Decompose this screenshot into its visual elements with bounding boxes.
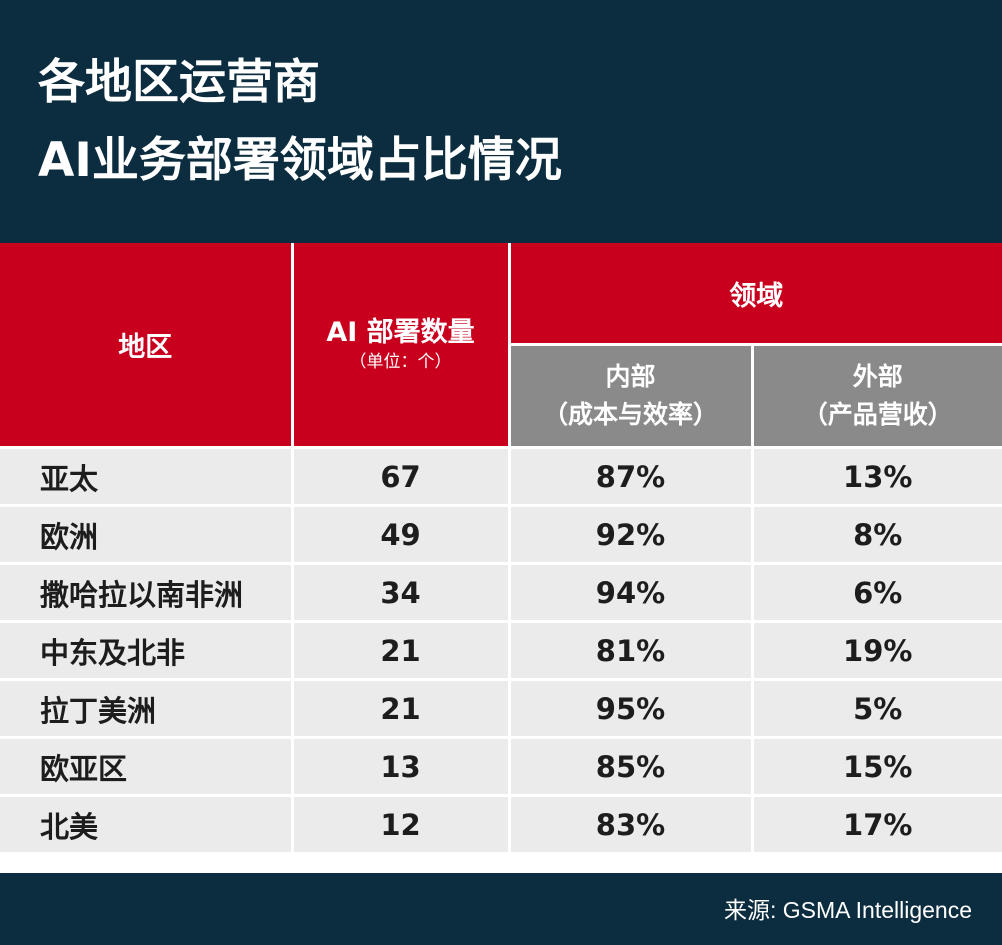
table-row: 撒哈拉以南非洲 34 94% 6% [0, 563, 1002, 623]
count-cell: 21 [292, 621, 511, 681]
table-row: 中东及北非 21 81% 19% [0, 621, 1002, 681]
count-cell: 12 [292, 795, 511, 855]
external-cell: 8% [752, 505, 1002, 565]
internal-cell: 85% [509, 737, 754, 797]
table-row: 北美 12 83% 17% [0, 795, 1002, 855]
header-internal-line2: （成本与效率） [542, 400, 718, 429]
region-cell: 中东及北非 [0, 621, 294, 681]
external-cell: 5% [752, 679, 1002, 739]
region-cell: 亚太 [0, 447, 294, 507]
header-external-line2: （产品营收） [802, 400, 953, 429]
external-cell: 13% [752, 447, 1002, 507]
count-cell: 13 [292, 737, 511, 797]
header-internal-line1: 内部 [605, 362, 656, 391]
header-external: 外部 （产品营收） [752, 344, 1002, 449]
count-cell: 67 [292, 447, 511, 507]
data-table: 地区 AI 部署数量 （单位：个） 领域 内部 （成本与效率） 外部 （产品营收… [0, 243, 1002, 855]
region-cell: 欧洲 [0, 505, 294, 565]
table-body: 亚太 67 87% 13% 欧洲 49 92% 8% 撒哈拉以南非洲 34 94… [0, 447, 1002, 855]
internal-cell: 92% [509, 505, 754, 565]
count-cell: 49 [292, 505, 511, 565]
region-cell: 欧亚区 [0, 737, 294, 797]
title-line-1: 各地区运营商 [38, 55, 320, 110]
source-note: 来源: GSMA Intelligence [724, 897, 972, 923]
external-cell: 6% [752, 563, 1002, 623]
title-banner: 各地区运营商 AI业务部署领域占比情况 [0, 0, 1002, 243]
table-row: 亚太 67 87% 13% [0, 447, 1002, 507]
count-cell: 34 [292, 563, 511, 623]
internal-cell: 87% [509, 447, 754, 507]
page-title: 各地区运营商 AI业务部署领域占比情况 [38, 44, 562, 200]
table-row: 欧亚区 13 85% 15% [0, 737, 1002, 797]
title-line-2: AI业务部署领域占比情况 [38, 133, 562, 188]
count-cell: 21 [292, 679, 511, 739]
header-count: AI 部署数量 （单位：个） [292, 243, 511, 449]
header-count-label: AI 部署数量 [326, 316, 475, 348]
internal-cell: 83% [509, 795, 754, 855]
external-cell: 15% [752, 737, 1002, 797]
region-cell: 撒哈拉以南非洲 [0, 563, 294, 623]
internal-cell: 94% [509, 563, 754, 623]
header-region: 地区 [0, 243, 294, 449]
table-row: 拉丁美洲 21 95% 5% [0, 679, 1002, 739]
external-cell: 19% [752, 621, 1002, 681]
footer-bar: 来源: GSMA Intelligence [0, 873, 1002, 945]
header-external-line1: 外部 [852, 362, 903, 391]
external-cell: 17% [752, 795, 1002, 855]
region-cell: 拉丁美洲 [0, 679, 294, 739]
header-domain: 领域 [509, 243, 1002, 346]
region-cell: 北美 [0, 795, 294, 855]
internal-cell: 95% [509, 679, 754, 739]
internal-cell: 81% [509, 621, 754, 681]
header-count-unit: （单位：个） [349, 351, 452, 372]
header-internal: 内部 （成本与效率） [509, 344, 754, 449]
table-row: 欧洲 49 92% 8% [0, 505, 1002, 565]
